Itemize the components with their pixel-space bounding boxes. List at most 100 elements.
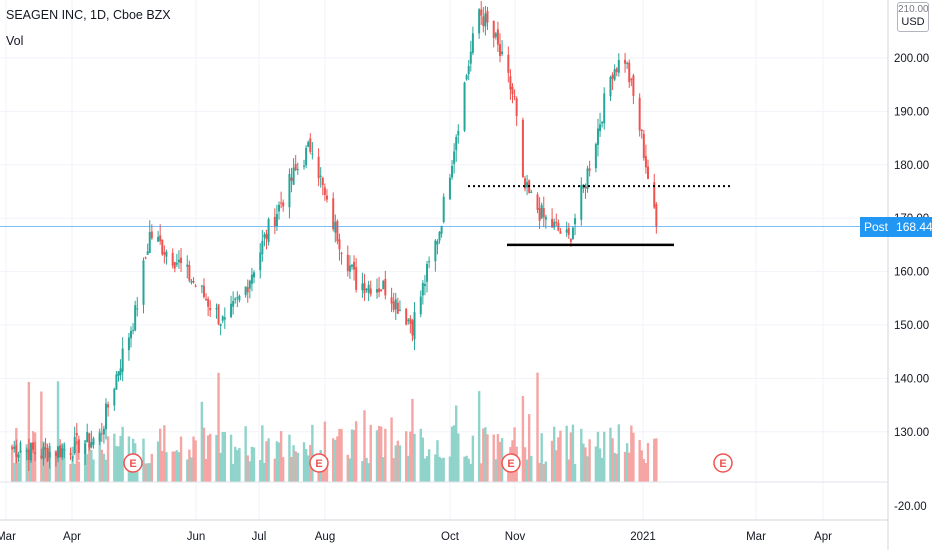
candle-body [409,318,412,324]
candle-body [571,227,574,240]
candle-body [384,278,387,296]
volume-bar [521,396,525,482]
candle-body [163,252,166,255]
candle-body [617,59,620,73]
candle-body [202,285,205,297]
candle-body [303,165,306,167]
candle-body [594,144,597,169]
volume-bar [290,456,293,482]
candle-body [173,261,176,269]
time-tick-label: Apr [814,531,832,543]
candle-body [353,261,356,270]
volume-bars [10,372,658,482]
volume-bar [542,463,545,482]
price-axis-ticks[interactable]: 200.00190.00180.00170.00160.00150.00140.… [894,53,929,513]
volume-bar [411,398,414,482]
volume-bar [638,440,641,482]
candle-body [171,252,174,266]
currency-button[interactable]: 210.00 USD [897,2,929,32]
candle-body [157,236,160,242]
candle-body [378,288,381,293]
volume-bar [361,461,364,482]
volume-bar [469,463,473,482]
volume-bar [90,449,93,482]
volume-bar [375,430,379,482]
candle-body [267,219,270,242]
volume-bar [471,435,475,482]
candle-body [148,232,151,253]
candle-body [494,33,497,37]
candle-body [325,195,328,200]
volume-bar [536,372,539,482]
candle-body [63,449,66,451]
candle-body [407,319,410,322]
candle-body [530,191,533,193]
volume-bar [58,445,62,482]
candle-body [121,348,124,372]
volume-bar [275,441,279,482]
candle-body [451,166,454,178]
volume-bar [457,433,460,482]
volume-bar [204,459,208,482]
candle-body [61,448,64,458]
volume-bar [115,445,118,482]
volume-bar [158,428,162,482]
volume-bar [40,391,43,482]
volume-bar [161,450,164,482]
candle-body [309,138,312,153]
candle-body [465,75,468,80]
last-price-tag[interactable]: Post 168.44 [860,217,932,237]
volume-bar [19,442,22,482]
volume-bar [646,442,650,482]
volume-bar [382,457,385,482]
volume-bar [586,456,589,482]
candle-body [248,280,251,289]
candle-body [209,307,212,311]
candle-body [638,97,641,131]
price-tick-label: 180.00 [894,160,929,172]
candle-body [382,281,385,290]
candle-body [509,76,512,90]
volume-bar [559,430,562,482]
candle-body [46,448,49,462]
candle-body [553,221,556,228]
volume-bar [56,381,60,482]
earnings-marker-icon [501,453,521,473]
volume-bar [442,457,445,482]
candle-body [438,231,441,241]
volume-bar [630,425,633,482]
volume-bar [525,459,529,482]
candle-body [73,436,76,453]
volume-bar [588,439,591,482]
volume-bar [311,424,314,482]
candle-body [361,283,364,291]
candle-body [136,308,139,310]
candle-body [221,316,224,321]
candle-body [292,167,295,185]
candle-body [134,305,137,331]
candle-body [513,96,516,98]
candle-body [542,208,545,218]
volume-bar [594,446,598,482]
volume-bar [119,435,122,482]
volume-bar [179,436,183,482]
candle-body [448,177,451,200]
candle-body [515,98,518,116]
volume-bar [338,428,341,482]
candle-body [259,252,262,271]
volume-bar [156,441,160,482]
volume-bar [632,432,635,482]
candle-body [71,456,74,458]
candle-body [640,129,643,132]
candle-body [580,185,583,220]
candle-body [628,62,631,83]
volume-bar [527,414,531,482]
candle-body [294,163,297,171]
candle-body [455,136,458,151]
volume-bar [640,450,643,482]
candle-body [453,151,456,164]
volume-bar [567,459,570,482]
time-axis-ticks[interactable]: Mar Apr Jun Jul Aug Oct Nov 2021 Mar Apr [0,531,832,543]
